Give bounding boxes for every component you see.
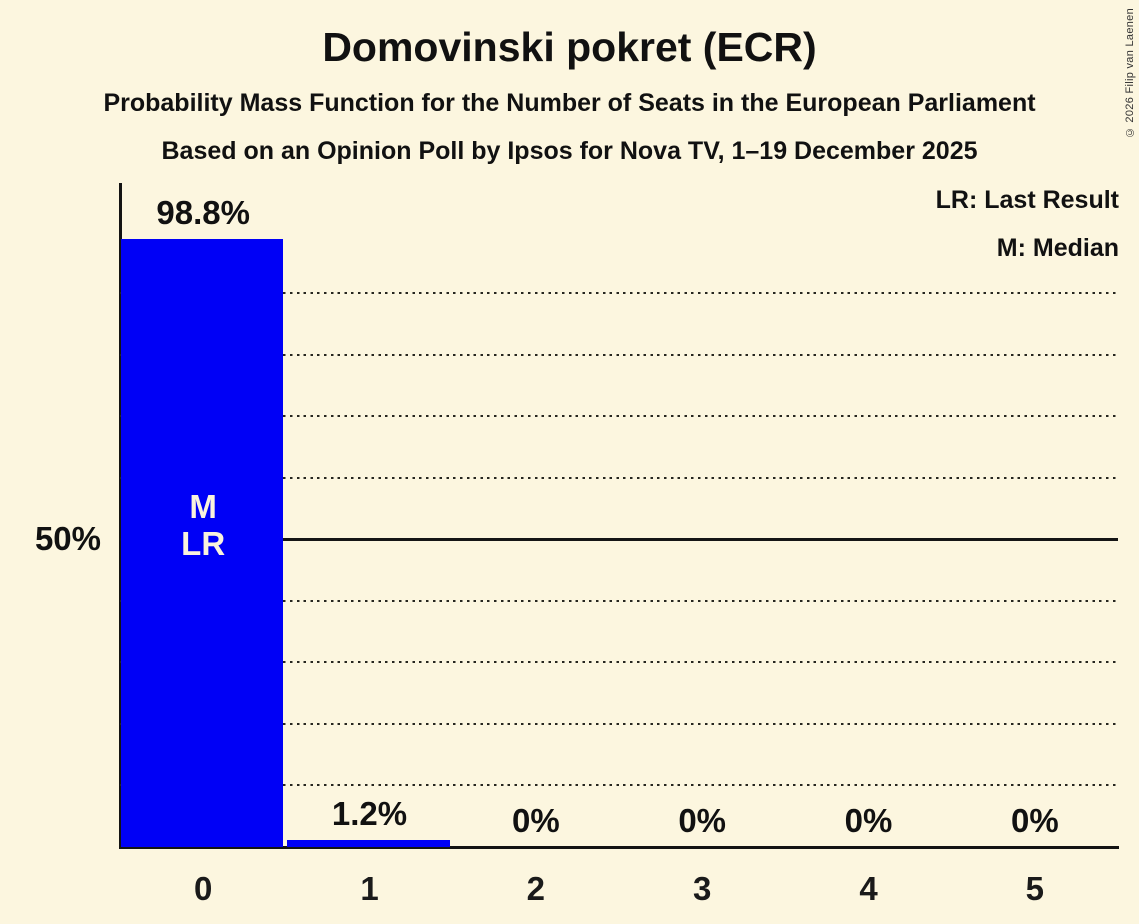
gridline-50pct-major <box>120 537 1118 541</box>
gridline-40pct <box>120 599 1118 602</box>
bar-value-label-4: 0% <box>844 802 893 839</box>
gridline-20pct <box>120 722 1118 725</box>
bar-value-label-5: 0% <box>1010 802 1059 839</box>
gridline-60pct <box>120 476 1118 479</box>
gridline-70pct <box>120 415 1118 418</box>
bar-seats-0 <box>121 239 284 847</box>
x-tick-label-4: 4 <box>859 870 878 907</box>
y-axis-line <box>119 183 122 849</box>
bar-value-label-1: 1.2% <box>331 794 408 832</box>
x-tick-label-2: 2 <box>526 870 545 907</box>
last-result-marker: LR <box>181 525 226 562</box>
bar-value-label-0: 98.8% <box>156 194 250 231</box>
median-marker: M <box>189 488 217 525</box>
chart-subtitle: Probability Mass Function for the Number… <box>103 89 1036 117</box>
bar-annotation-median-last-result: M LR <box>120 488 286 562</box>
bar-seats-1 <box>287 839 450 847</box>
x-tick-label-1: 1 <box>360 870 379 907</box>
legend-median: M: Median <box>996 234 1119 262</box>
bar-value-label-2: 0% <box>511 802 560 839</box>
x-axis-line <box>119 846 1119 849</box>
gridline-10pct <box>120 784 1118 787</box>
x-tick-label-3: 3 <box>692 870 712 907</box>
gridline-30pct <box>120 661 1118 664</box>
x-tick-label-5: 5 <box>1025 870 1044 907</box>
chart-source-line: Based on an Opinion Poll by Ipsos for No… <box>161 137 978 165</box>
gridline-80pct <box>120 353 1118 356</box>
bar-value-label-3: 0% <box>678 802 727 839</box>
copyright-notice: © 2026 Filip van Laenen <box>1124 8 1136 139</box>
y-axis-tick-label: 50% <box>34 520 101 557</box>
gridline-90pct <box>120 292 1118 295</box>
x-tick-label-0: 0 <box>193 870 213 907</box>
page-title: Domovinski pokret (ECR) <box>322 24 817 70</box>
legend-last-result: LR: Last Result <box>935 186 1119 214</box>
